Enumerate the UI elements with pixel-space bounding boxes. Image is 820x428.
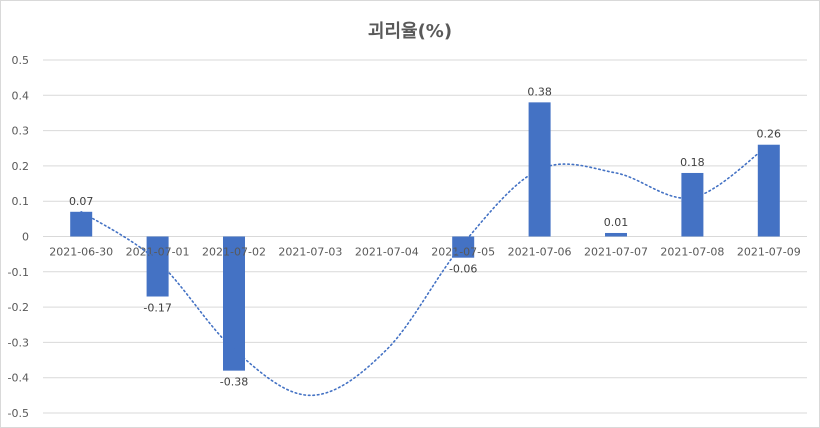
x-tick-label: 2021-07-08	[660, 246, 724, 259]
x-tick-label: 2021-07-04	[355, 246, 419, 259]
bar	[605, 232, 627, 237]
y-tick-label: -0.3	[8, 336, 29, 349]
data-label: 0.01	[604, 216, 629, 229]
trendline-path	[80, 143, 770, 397]
x-tick-label: 2021-07-09	[737, 246, 801, 259]
y-tick-label: 0.5	[12, 54, 30, 67]
data-labels: 0.07 -0.17 -0.38 -0.06 0.38 0.01 0.18 0.26	[69, 85, 781, 388]
bar	[528, 102, 551, 237]
chart-title: 괴리율(%)	[367, 21, 453, 42]
data-label: -0.38	[220, 376, 248, 389]
data-label: 0.38	[527, 85, 552, 98]
data-label: 0.18	[680, 156, 705, 169]
gridlines	[43, 59, 807, 414]
x-tick-label: 2021-07-07	[584, 246, 648, 259]
bar	[681, 172, 704, 237]
x-tick-label: 2021-07-02	[202, 246, 266, 259]
y-tick-label: 0.2	[12, 160, 30, 173]
y-tick-label: 0	[22, 231, 29, 244]
bar	[757, 144, 780, 237]
y-tick-label: -0.5	[8, 407, 29, 420]
x-tick-label: 2021-07-05	[431, 246, 495, 259]
x-axis: 2021-06-30 2021-07-01 2021-07-02 2021-07-03…	[49, 246, 801, 259]
trendline	[80, 143, 770, 397]
bar	[223, 236, 245, 371]
data-label: -0.06	[449, 263, 477, 276]
y-tick-label: -0.2	[8, 301, 29, 314]
x-tick-label: 2021-07-03	[278, 246, 342, 259]
y-axis: 0.5 0.4 0.3 0.2 0.1 0 -0.1 -0.2 -0.3 -0.4 -0.5	[8, 54, 29, 420]
y-tick-label: -0.1	[8, 266, 29, 279]
data-label: 0.26	[757, 128, 782, 141]
data-label: 0.07	[69, 195, 94, 208]
bar	[452, 236, 475, 258]
y-tick-label: 0.3	[12, 125, 30, 138]
x-tick-label: 2021-07-06	[508, 246, 572, 259]
bar	[70, 211, 93, 237]
x-tick-label: 2021-06-30	[49, 246, 113, 259]
bar	[146, 236, 169, 297]
y-tick-label: -0.4	[8, 372, 29, 385]
bars	[70, 102, 780, 371]
y-tick-label: 0.4	[12, 89, 30, 102]
data-label: -0.17	[143, 302, 171, 315]
y-tick-label: 0.1	[12, 195, 30, 208]
x-tick-label: 2021-07-01	[126, 246, 190, 259]
